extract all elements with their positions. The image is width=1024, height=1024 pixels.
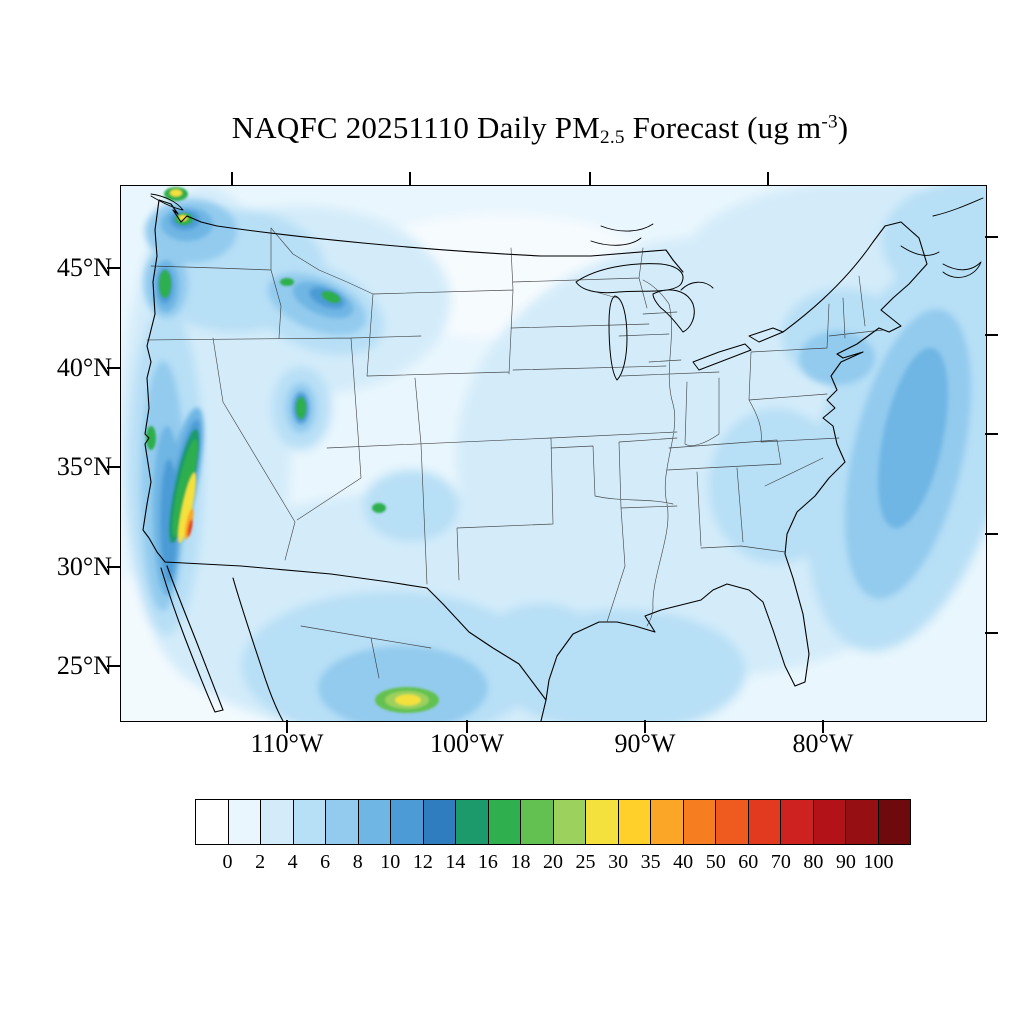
lon-tick-label: 80°W (792, 729, 854, 758)
colorbar-tick-label: 2 (255, 851, 266, 873)
colorbar-tick-label: 90 (835, 851, 856, 873)
colorbar-tick-label: 70 (770, 851, 791, 873)
lon-tick-bottom (822, 720, 824, 733)
lat-tick-label: 40°N (56, 353, 112, 382)
lat-tick-label: 45°N (56, 253, 112, 282)
colorbar-tick-label: 4 (287, 851, 298, 873)
colorbar-cell-14 (650, 800, 683, 844)
lon-tick-label: 100°W (430, 729, 504, 758)
colorbar-labels: 0 2 4 6 8 10 12 14 16 18 20 25 30 35 40 50 60 70 80 90 100 (195, 851, 911, 877)
colorbar-tick-label: 16 (477, 851, 498, 873)
colorbar-cell-8 (455, 800, 488, 844)
lat-tick-right (985, 433, 998, 435)
colorbar-cell-4 (325, 800, 358, 844)
colorbar-cell-20 (845, 800, 878, 844)
lat-tick-label: 25°N (56, 651, 112, 680)
colorbar-tick-label: 35 (640, 851, 661, 873)
lat-tick-label: 30°N (56, 552, 112, 581)
colorbar-cell-9 (487, 800, 520, 844)
state-borders (146, 227, 884, 679)
colorbar-tick-label: 40 (673, 851, 694, 873)
colorbar-cell-5 (357, 800, 390, 844)
canada-border-line (216, 225, 684, 273)
colorbar-cell-0 (196, 800, 228, 844)
lat-tick-label: 35°N (56, 452, 112, 481)
lon-tick-top (409, 172, 411, 185)
colorbar-tick-label: 8 (352, 851, 363, 873)
forecast-map (121, 186, 986, 721)
colorbar (195, 799, 911, 845)
lat-tick-right (985, 632, 998, 634)
colorbar-tick-label: 6 (320, 851, 331, 873)
contour-fill-layer (121, 186, 986, 721)
colorbar-cell-11 (552, 800, 585, 844)
st-lawrence-border-line (782, 225, 886, 333)
lat-tick-left (107, 367, 120, 369)
colorbar-tick-label: 20 (543, 851, 563, 873)
lon-tick-top (231, 172, 233, 185)
colorbar-tick-label: 10 (380, 851, 401, 873)
colorbar-cell-10 (520, 800, 553, 844)
colorbar-cell-19 (812, 800, 845, 844)
colorbar-tick-label: 0 (222, 851, 233, 873)
lat-tick-left (107, 665, 120, 667)
coastline-and-borders (142, 193, 984, 721)
lat-tick-right (985, 533, 998, 535)
great-lakes-outlines (575, 263, 784, 381)
colorbar-tick-label: 30 (608, 851, 629, 873)
colorbar-cell-3 (292, 800, 325, 844)
colorbar-tick-label: 50 (705, 851, 726, 873)
figure-title: NAQFC 20251110 Daily PM2.5 Forecast (ug … (60, 110, 1020, 149)
colorbar-tick-label: 60 (738, 851, 759, 873)
title-subscript: 2.5 (600, 126, 625, 148)
colorbar-tick-label: 18 (510, 851, 531, 873)
lon-tick-bottom (286, 720, 288, 733)
lon-tick-top (767, 172, 769, 185)
colorbar-tick-label: 25 (575, 851, 596, 873)
lon-tick-bottom (466, 720, 468, 733)
colorbar-cell-1 (227, 800, 260, 844)
lon-tick-bottom (644, 720, 646, 733)
colorbar-cell-15 (682, 800, 715, 844)
colorbar-cell-6 (390, 800, 423, 844)
lat-tick-left (107, 466, 120, 468)
mexico-coastline (160, 565, 547, 721)
colorbar-cell-2 (260, 800, 293, 844)
colorbar-tick-label: 80 (803, 851, 824, 873)
title-superscript: -3 (821, 111, 838, 133)
colorbar-cell-16 (715, 800, 748, 844)
lon-tick-top (589, 172, 591, 185)
colorbar-cell-18 (780, 800, 813, 844)
colorbar-cell-17 (747, 800, 780, 844)
colorbar-cell-21 (877, 800, 910, 844)
lon-tick-label: 90°W (614, 729, 676, 758)
canada-coast-details (150, 193, 984, 291)
colorbar-tick-label: 100 (863, 851, 894, 873)
lat-tick-right (985, 236, 998, 238)
lat-tick-left (107, 267, 120, 269)
map-plot-area (120, 185, 987, 722)
title-text: NAQFC 20251110 Daily PM (231, 110, 601, 145)
colorbar-tick-label: 14 (445, 851, 466, 873)
title-text-3: ) (837, 110, 849, 145)
lat-tick-left (107, 566, 120, 568)
colorbar-cell-12 (585, 800, 618, 844)
lat-tick-right (985, 334, 998, 336)
us-coastline (142, 199, 928, 701)
colorbar-cell-13 (617, 800, 650, 844)
title-text-2: Forecast (ug m (624, 110, 822, 145)
lon-tick-label: 110°W (250, 729, 324, 758)
colorbar-cell-7 (422, 800, 455, 844)
colorbar-tick-label: 12 (412, 851, 433, 873)
